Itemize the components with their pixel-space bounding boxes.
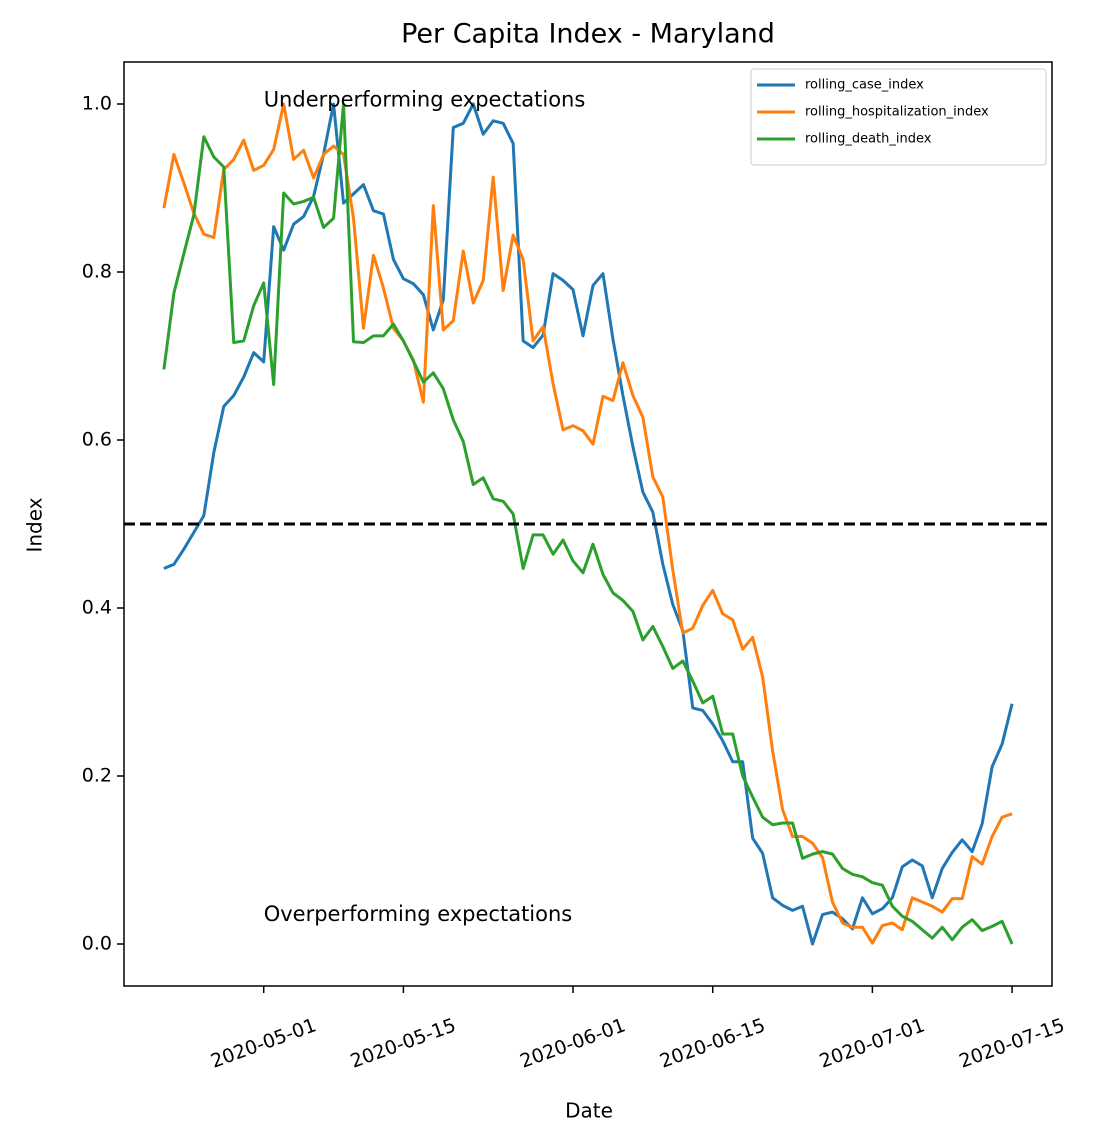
y-tick-label: 0.0 [82, 933, 112, 955]
x-tick-label: 2020-06-15 [657, 1014, 768, 1072]
chart-title: Per Capita Index - Maryland [401, 19, 775, 50]
annotation: Overperforming expectations [264, 902, 573, 926]
legend-label: rolling_case_index [805, 78, 924, 93]
x-axis-label: Date [565, 1099, 613, 1123]
y-tick-label: 0.8 [82, 261, 112, 283]
x-tick-label: 2020-07-01 [817, 1014, 928, 1072]
y-axis-label: Index [23, 497, 47, 552]
x-tick-label: 2020-05-15 [348, 1014, 459, 1072]
legend-label: rolling_hospitalization_index [805, 105, 989, 120]
y-tick-label: 0.4 [82, 597, 112, 619]
axes-frame [123, 61, 1053, 987]
y-tick-label: 0.2 [82, 765, 112, 787]
legend-box [750, 68, 1047, 166]
x-tick-label: 2020-06-01 [517, 1014, 628, 1072]
y-tick-label: 0.6 [82, 429, 112, 451]
y-tick-label: 1.0 [82, 93, 112, 115]
annotation: Underperforming expectations [264, 87, 586, 111]
legend-label: rolling_death_index [805, 132, 932, 147]
x-tick-label: 2020-07-15 [956, 1014, 1067, 1072]
series-line [162, 102, 1014, 945]
series-line [162, 102, 1013, 945]
series-line [163, 102, 1014, 946]
x-tick-label: 2020-05-01 [208, 1014, 319, 1072]
plot-area [124, 102, 1052, 946]
